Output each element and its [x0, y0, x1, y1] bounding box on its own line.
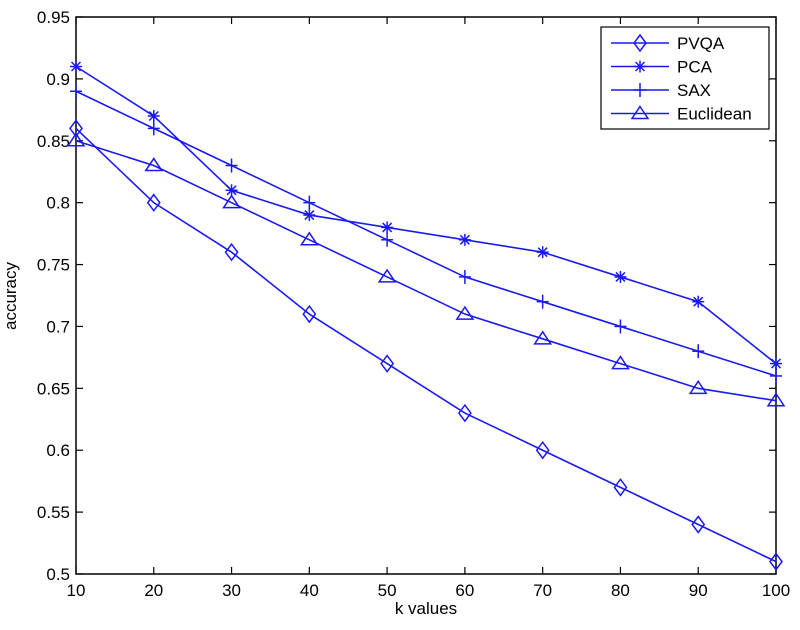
x-axis-ticks: 10 20 30 40 50 60 70 80 90 100: [67, 17, 790, 600]
y-axis-label: accuracy: [1, 261, 20, 330]
series-line: [75, 140, 777, 402]
asterisk-marker-icon: [692, 295, 705, 308]
asterisk-marker-icon: [225, 184, 238, 197]
diamond-marker-icon: [302, 304, 317, 324]
diamond-marker-icon: [613, 478, 628, 497]
x-tick-label: 70: [533, 581, 552, 600]
x-axis-label: k values: [395, 599, 457, 618]
x-tick-label: 50: [378, 581, 397, 600]
diamond-marker-icon: [535, 440, 550, 460]
asterisk-marker-icon: [614, 270, 627, 283]
asterisk-marker-icon: [147, 110, 160, 123]
x-tick-label: 10: [67, 581, 86, 600]
y-tick-label: 0.5: [46, 565, 70, 584]
plus-marker-icon: [381, 232, 394, 247]
legend-item-pca: PCA: [611, 58, 713, 77]
y-axis-ticks: 0.5 0.55 0.6 0.65 0.7 0.75 0.8 0.85 0.9 0.95: [37, 8, 776, 584]
plus-marker-icon: [536, 294, 549, 309]
triangle-marker-icon: [144, 157, 164, 172]
triangle-marker-icon: [222, 194, 241, 209]
x-tick-label: 100: [762, 581, 790, 600]
asterisk-marker-icon: [70, 60, 82, 73]
triangle-marker-icon: [66, 132, 86, 147]
triangle-marker-icon: [688, 379, 708, 395]
plus-marker-icon: [614, 319, 627, 334]
asterisk-marker-icon: [634, 60, 646, 73]
plus-marker-icon: [458, 269, 471, 284]
legend-box: [600, 26, 770, 130]
series-line: [75, 127, 777, 563]
series-pvqa: [69, 119, 783, 571]
diamond-marker-icon: [769, 552, 783, 571]
legend-label: Euclidean: [677, 105, 752, 124]
y-tick-label: 0.55: [37, 503, 70, 522]
y-tick-label: 0.9: [46, 70, 70, 89]
diamond-marker-icon: [146, 193, 161, 212]
diamond-marker-icon: [380, 354, 395, 373]
series-line: [75, 65, 777, 365]
plus-marker-icon: [303, 195, 316, 210]
series-sax: [70, 84, 782, 383]
plus-marker-icon: [225, 158, 238, 173]
legend: PVQA PCA SAX Euclidean: [600, 26, 770, 130]
triangle-marker-icon: [630, 105, 650, 120]
y-tick-label: 0.8: [46, 194, 70, 213]
legend-label: SAX: [677, 81, 711, 100]
legend-label: PCA: [677, 58, 713, 77]
diamond-marker-icon: [691, 515, 706, 534]
diamond-marker-icon: [224, 242, 239, 262]
plus-marker-icon: [770, 368, 782, 383]
data-series: [66, 60, 786, 571]
plus-marker-icon: [147, 121, 160, 136]
asterisk-marker-icon: [536, 246, 549, 259]
y-tick-label: 0.6: [46, 441, 70, 460]
asterisk-marker-icon: [381, 221, 394, 234]
diamond-marker-icon: [633, 33, 647, 53]
triangle-marker-icon: [377, 268, 397, 283]
legend-item-euclidean: Euclidean: [611, 105, 752, 124]
series-euclidean: [66, 132, 786, 407]
triangle-marker-icon: [611, 355, 630, 370]
y-tick-label: 0.65: [37, 379, 70, 398]
plus-marker-icon: [634, 83, 646, 97]
triangle-marker-icon: [455, 305, 475, 320]
triangle-marker-icon: [533, 330, 553, 345]
x-tick-label: 20: [144, 581, 163, 600]
plot-frame: [75, 16, 777, 575]
plus-marker-icon: [692, 344, 705, 359]
plus-marker-icon: [70, 84, 82, 99]
y-tick-label: 0.75: [37, 256, 70, 275]
y-tick-label: 0.95: [37, 8, 70, 27]
legend-item-pvqa: PVQA: [611, 33, 725, 53]
x-tick-label: 40: [300, 581, 319, 600]
plot-axes: [75, 16, 777, 575]
asterisk-marker-icon: [458, 233, 471, 246]
diamond-marker-icon: [457, 403, 472, 423]
x-tick-label: 80: [611, 581, 630, 600]
diamond-marker-icon: [69, 119, 83, 138]
x-tick-label: 60: [455, 581, 474, 600]
triangle-marker-icon: [766, 392, 786, 407]
legend-label: PVQA: [677, 34, 725, 53]
series-pca: [70, 60, 782, 370]
asterisk-marker-icon: [770, 357, 782, 370]
x-tick-label: 90: [689, 581, 708, 600]
x-tick-label: 30: [222, 581, 241, 600]
series-line: [75, 90, 777, 377]
asterisk-marker-icon: [303, 209, 316, 222]
y-tick-label: 0.7: [46, 317, 70, 336]
y-tick-label: 0.85: [37, 132, 70, 151]
triangle-marker-icon: [299, 231, 319, 246]
legend-item-sax: SAX: [611, 81, 711, 100]
